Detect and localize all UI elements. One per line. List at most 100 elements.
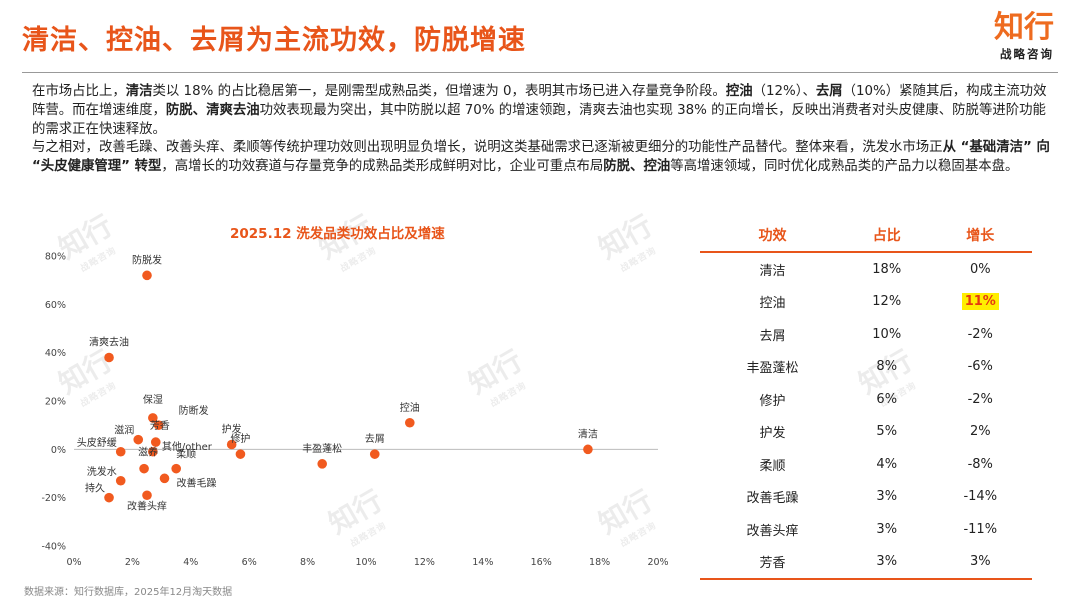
cell-efficacy: 改善头痒 xyxy=(746,523,799,539)
y-tick-label: 0% xyxy=(51,445,66,456)
x-tick-label: 10% xyxy=(355,557,376,568)
data-point xyxy=(159,473,170,484)
data-point xyxy=(171,463,181,474)
data-point xyxy=(139,463,149,474)
body-text: ，高增长的功效赛道与存量竞争的成熟品类形成鲜明对比，企业可重点布局 xyxy=(161,159,604,174)
data-point-label: 防断发 xyxy=(179,404,209,417)
data-point xyxy=(142,490,152,501)
data-point xyxy=(148,446,158,457)
cell-share: 8% xyxy=(876,359,898,375)
y-tick-label: 80% xyxy=(45,252,66,263)
cell-growth: 2% xyxy=(969,424,991,440)
y-tick-label: -20% xyxy=(41,493,66,504)
table-header-row: 功效 占比 增长 xyxy=(700,218,1032,252)
brand-logo: 知行 战略咨询 xyxy=(994,12,1054,62)
x-tick-label: 8% xyxy=(300,557,315,568)
cell-efficacy: 护发 xyxy=(759,426,786,442)
data-point-label: 防脱发 xyxy=(132,253,162,266)
cell-share: 3% xyxy=(876,489,898,505)
data-point-label: 滋润 xyxy=(114,424,134,437)
cell-share: 6% xyxy=(876,391,898,407)
table-row: 柔顺 4% -8% xyxy=(700,448,1032,481)
cell-growth: 11% xyxy=(929,286,1032,319)
data-point xyxy=(115,475,126,486)
cell-efficacy: 芳香 xyxy=(759,556,786,572)
body-text: 功效表现最为突出，其中防脱以超 70% 的增速领跑，清爽去油也实现 38% 的正… xyxy=(32,103,1046,137)
data-point-label: 洗发水 xyxy=(87,465,117,478)
body-text: （12%）、 xyxy=(752,84,816,99)
highlight-text: 控油 xyxy=(725,84,753,99)
x-tick-label: 2% xyxy=(125,557,140,568)
cell-share: 12% xyxy=(872,294,902,310)
highlight-text: 清洁 xyxy=(125,84,153,99)
cell-efficacy: 柔顺 xyxy=(759,458,786,474)
cell-growth: -2% xyxy=(967,391,993,407)
table-row: 芳香 3% 3% xyxy=(700,546,1032,579)
data-point-label: 持久 xyxy=(85,482,105,495)
y-tick-label: 40% xyxy=(45,348,66,359)
data-point-label: 改善头痒 xyxy=(127,499,167,512)
data-point-label: 柔顺 xyxy=(176,449,196,461)
cell-share: 10% xyxy=(872,326,902,342)
data-source-note: 数据来源：知行数据库，2025年12月淘天数据 xyxy=(24,587,233,598)
cell-efficacy: 修护 xyxy=(759,393,786,409)
x-tick-label: 20% xyxy=(647,557,668,568)
data-point xyxy=(405,417,415,428)
y-tick-label: 60% xyxy=(45,300,66,311)
y-tick-label: 20% xyxy=(45,397,66,408)
cell-growth: -8% xyxy=(967,456,993,472)
header-divider xyxy=(22,72,1058,73)
cell-growth: -14% xyxy=(963,489,998,505)
cell-share: 18% xyxy=(872,261,902,277)
table-row: 清洁 18% 0% xyxy=(700,252,1032,286)
cell-growth: -6% xyxy=(967,359,993,375)
data-point-label: 芳香 xyxy=(150,419,170,432)
paragraph-growth-trend: 与之相对，改善毛躁、改善头痒、柔顺等传统护理功效则出现明显负增长，说明这类基础需… xyxy=(32,138,1054,176)
cell-efficacy: 清洁 xyxy=(759,263,786,279)
x-tick-label: 18% xyxy=(589,557,610,568)
data-point-label: 控油 xyxy=(400,401,420,414)
body-text: 等高增速领域，同时优化成熟品类的产品力以稳固基本盘。 xyxy=(670,159,1019,174)
x-tick-label: 16% xyxy=(531,557,552,568)
data-point xyxy=(115,446,126,457)
data-point xyxy=(104,492,114,503)
cell-efficacy: 改善毛躁 xyxy=(746,491,799,507)
body-text: 与之相对，改善毛躁、改善头痒、柔顺等传统护理功效则出现明显负增长，说明这类基础需… xyxy=(32,140,943,155)
cell-growth: -2% xyxy=(967,326,993,342)
data-point-label: 清爽去油 xyxy=(89,336,129,349)
body-text: （10%）紧随其后，构成主流功效阵营。而在增速维度， xyxy=(32,84,1047,118)
x-tick-label: 0% xyxy=(66,557,81,568)
cell-share: 5% xyxy=(876,424,898,440)
data-point xyxy=(150,437,161,447)
data-point xyxy=(104,352,114,363)
col-header-share: 占比 xyxy=(872,227,901,244)
data-point xyxy=(317,459,328,469)
cell-share: 3% xyxy=(876,521,898,537)
body-text: 类以 18% 的占比稳居第一，是刚需型成熟品类，但增速为 0，表明其市场已进入存… xyxy=(152,84,726,99)
data-point xyxy=(226,439,237,450)
cell-efficacy: 控油 xyxy=(759,296,786,312)
data-point-label: 头皮舒缓 xyxy=(77,436,117,449)
logo-main-text: 知行 xyxy=(994,10,1054,45)
highlight-text: 去屑 xyxy=(815,84,843,99)
data-point xyxy=(133,434,144,445)
body-text: 在市场占比上， xyxy=(32,84,126,99)
highlight-text: 从 “基础清洁” 向 “头皮健康管理” 转型 xyxy=(32,140,1050,174)
data-point-label: 去屑 xyxy=(365,433,385,445)
data-point-label: 丰盈蓬松 xyxy=(302,442,342,455)
data-point-label: 修护 xyxy=(230,432,250,445)
cell-efficacy: 丰盈蓬松 xyxy=(746,361,799,377)
highlight-text: 防脱、清爽去油 xyxy=(165,103,260,118)
cell-growth: -11% xyxy=(963,521,998,537)
logo-sub-text: 战略咨询 xyxy=(1000,47,1054,61)
cell-efficacy: 去屑 xyxy=(759,328,786,344)
efficacy-table: 功效 占比 增长 清洁 18% 0% 控油 12% 11% 去屑 10% -2% 丰盈蓬松 8% -6… xyxy=(700,218,1032,580)
x-tick-label: 6% xyxy=(242,557,257,568)
data-point-label: 改善毛躁 xyxy=(177,476,217,489)
data-point-label: 其他/other xyxy=(162,440,213,453)
cell-growth: 3% xyxy=(969,554,991,570)
data-point xyxy=(148,413,158,423)
highlight-text: 防脱、控油 xyxy=(603,159,671,174)
y-tick-label: -40% xyxy=(41,542,66,553)
